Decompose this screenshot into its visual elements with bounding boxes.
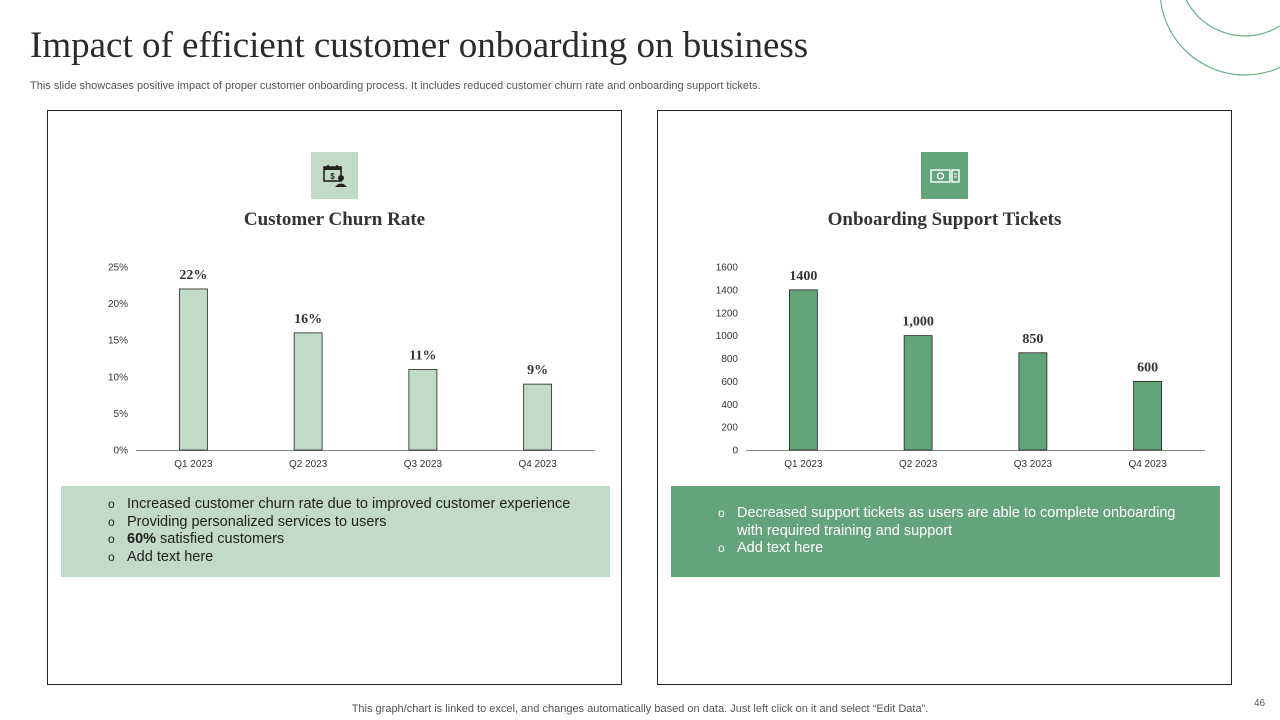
bar <box>1018 352 1048 451</box>
x-tick-label: Q3 2023 <box>404 459 443 470</box>
y-tick-label: 0 <box>732 446 738 457</box>
churn-notes-box: Increased customer churn rate due to imp… <box>61 486 610 577</box>
data-label: 11% <box>409 348 436 363</box>
slide-subtitle: This slide showcases positive impact of … <box>30 80 761 92</box>
bar <box>178 288 208 451</box>
x-tick-label: Q3 2023 <box>1014 459 1053 470</box>
calendar-dollar-user-icon: $ <box>311 152 358 199</box>
y-tick-label: 20% <box>108 299 128 310</box>
data-label: 1,000 <box>902 315 934 330</box>
data-label: 1400 <box>789 269 817 284</box>
data-label: 850 <box>1022 332 1043 347</box>
data-label: 16% <box>294 312 322 327</box>
data-label: 600 <box>1137 360 1158 375</box>
support-tickets-panel: Onboarding Support Tickets 0 200 400 600 800… <box>657 110 1232 685</box>
churn-rate-chart: 0% 5% 10% 15% 20% 25% 22% Q1 2023 16% Q2 2023 11% Q… <box>108 263 595 470</box>
y-tick-label: 800 <box>721 354 738 365</box>
decorative-circles <box>1159 0 1280 76</box>
page-number: 46 <box>1254 698 1266 709</box>
y-tick-label: 5% <box>114 409 129 420</box>
bar <box>1133 380 1163 451</box>
note-item: Increased customer churn rate due to imp… <box>108 496 590 514</box>
y-tick-label: 200 <box>721 423 738 434</box>
x-tick-label: Q4 2023 <box>1128 459 1167 470</box>
note-item: Providing personalized services to users <box>108 514 590 532</box>
support-tickets-chart: 0 200 400 600 800 1000 1200 1400 1600 1400 Q1 2023… <box>716 263 1205 470</box>
y-tick-label: 1200 <box>716 308 739 319</box>
x-tick-label: Q1 2023 <box>784 459 823 470</box>
y-tick-label: 400 <box>721 400 738 411</box>
tickets-chart-title: Onboarding Support Tickets <box>827 209 1062 230</box>
y-tick-label: 25% <box>108 263 128 274</box>
y-tick-label: 0% <box>114 446 129 457</box>
ticket-money-icon <box>921 152 968 199</box>
x-tick-label: Q1 2023 <box>174 459 213 470</box>
x-tick-label: Q4 2023 <box>518 459 557 470</box>
data-label: 22% <box>179 268 207 283</box>
note-item: Decreased support tickets as users are a… <box>718 505 1200 540</box>
tickets-notes-box: Decreased support tickets as users are a… <box>671 486 1220 577</box>
y-tick-label: 1600 <box>716 263 739 274</box>
note-item: Add text here <box>718 540 1200 558</box>
y-tick-label: 1000 <box>716 331 739 342</box>
tickets-notes-list: Decreased support tickets as users are a… <box>718 505 1200 558</box>
bar <box>523 383 553 451</box>
churn-rate-panel: $ Customer Churn Rate 0% 5% 10% 15% 20% 25% 22… <box>47 110 622 685</box>
satisfied-percent: 60% <box>127 531 157 547</box>
note-item: Add text here <box>108 549 590 567</box>
svg-text:$: $ <box>330 172 335 181</box>
note-item: 60% satisfied customers <box>108 531 590 549</box>
y-tick-label: 15% <box>108 336 128 347</box>
churn-notes-list: Increased customer churn rate due to imp… <box>108 496 590 566</box>
y-tick-label: 10% <box>108 372 128 383</box>
bar <box>788 289 818 451</box>
y-tick-label: 600 <box>721 377 738 388</box>
bar <box>408 369 438 451</box>
x-tick-label: Q2 2023 <box>899 459 938 470</box>
bar <box>293 332 323 451</box>
churn-chart-title: Customer Churn Rate <box>243 209 426 230</box>
bar <box>903 335 933 451</box>
y-tick-label: 1400 <box>716 285 739 296</box>
data-label: 9% <box>527 363 548 378</box>
footer-note: This graph/chart is linked to excel, and… <box>351 703 929 715</box>
x-tick-label: Q2 2023 <box>289 459 328 470</box>
slide-title: Impact of efficient customer onboarding … <box>30 25 809 66</box>
